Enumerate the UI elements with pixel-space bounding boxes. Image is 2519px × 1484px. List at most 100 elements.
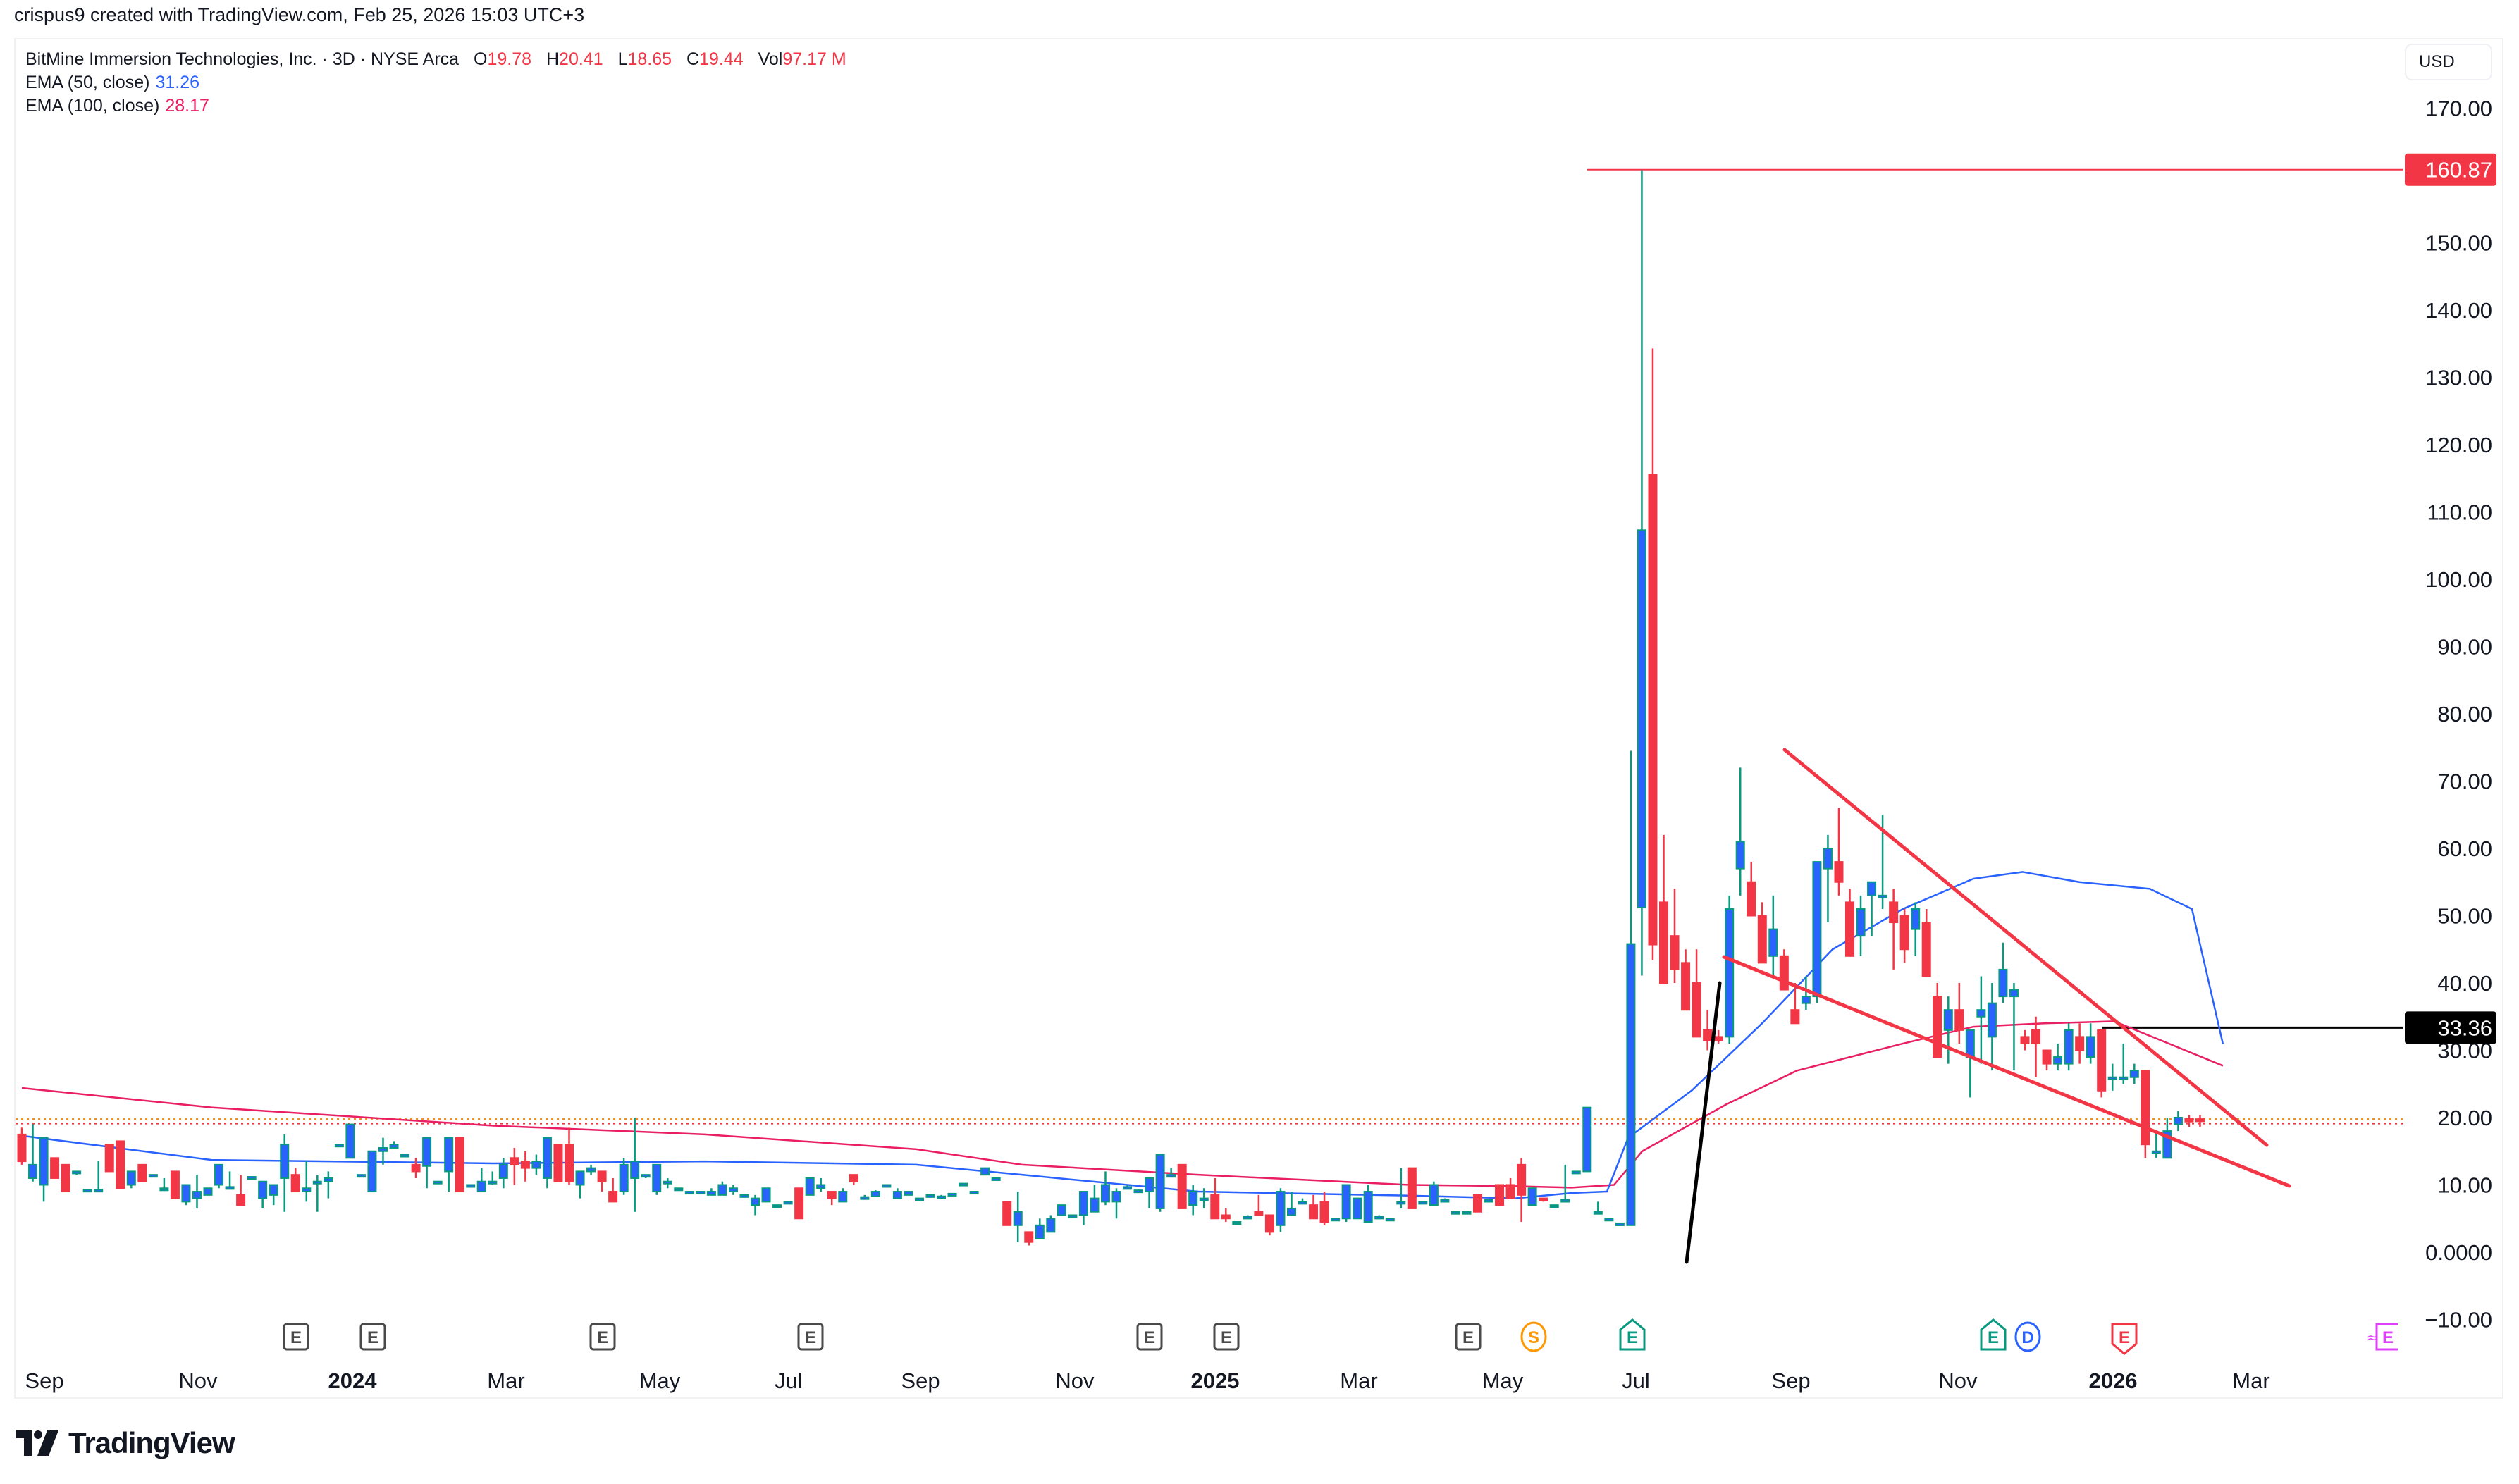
- candle-body: [488, 1180, 498, 1185]
- candle: [2053, 1043, 2063, 1071]
- currency-button[interactable]: USD: [2405, 44, 2492, 80]
- candle-body: [1549, 1204, 1559, 1208]
- candle: [794, 1187, 804, 1220]
- earnings-event-marker[interactable]: E≈: [2367, 1323, 2398, 1351]
- earnings-event-marker[interactable]: E: [1455, 1323, 1482, 1351]
- candle: [2009, 983, 2019, 1071]
- candle: [1319, 1192, 1329, 1225]
- candle: [203, 1187, 213, 1196]
- candle-body: [181, 1184, 191, 1203]
- candle-body: [1899, 915, 1909, 951]
- price-tick-label: 10.00: [2437, 1173, 2492, 1198]
- candle-body: [39, 1137, 49, 1186]
- earnings-event-marker[interactable]: E: [797, 1323, 824, 1351]
- ema100-value: 28.17: [165, 96, 209, 116]
- candle: [280, 1134, 290, 1212]
- candle-body: [959, 1182, 968, 1187]
- candle-body: [1648, 474, 1658, 946]
- event-marker-label: E: [290, 1328, 302, 1347]
- time-axis[interactable]: Sep Nov 2024 Mar May Jul Sep Nov 2025 Mar May Jul Se…: [25, 1368, 2269, 1393]
- candle: [1571, 1170, 1581, 1175]
- earnings-event-marker[interactable]: E: [1980, 1318, 2007, 1351]
- candle-body: [82, 1189, 92, 1193]
- price-tick-label: 100.00: [2425, 567, 2492, 592]
- price-tick-label: 130.00: [2425, 366, 2492, 390]
- candle: [116, 1140, 125, 1189]
- candle: [1845, 889, 1855, 957]
- candle-body: [904, 1191, 913, 1196]
- candle-body: [849, 1174, 858, 1182]
- candle: [94, 1161, 104, 1193]
- close-label: C: [686, 49, 700, 69]
- candle-body: [1046, 1218, 1056, 1233]
- candle-body: [1013, 1211, 1023, 1226]
- candle-body: [1078, 1191, 1088, 1216]
- candle-body: [61, 1163, 70, 1193]
- candle: [1713, 1029, 1723, 1044]
- time-tick-label: Jul: [775, 1368, 803, 1393]
- candle-body: [510, 1157, 519, 1165]
- candle-body: [772, 1204, 782, 1208]
- candle: [225, 1171, 235, 1190]
- candle: [1078, 1191, 1088, 1225]
- candle-body: [1254, 1211, 1264, 1216]
- candle: [586, 1164, 596, 1175]
- candle: [575, 1170, 585, 1199]
- candle-body: [2162, 1130, 2172, 1159]
- earnings-event-marker[interactable]: E: [1213, 1323, 1240, 1351]
- black-trendline: [1685, 981, 1722, 1264]
- tradingview-logo[interactable]: TradingView: [16, 1426, 235, 1459]
- candle: [488, 1171, 498, 1185]
- candle: [1090, 1185, 1100, 1213]
- candle-body: [1954, 1009, 1964, 1031]
- candle-body: [991, 1177, 1001, 1181]
- earnings-event-marker[interactable]: E: [359, 1323, 386, 1351]
- candle: [1747, 862, 1756, 917]
- candle: [1254, 1194, 1264, 1216]
- candle: [1911, 902, 1921, 956]
- candle: [630, 1118, 640, 1212]
- earnings-event-marker[interactable]: E: [283, 1323, 309, 1351]
- earnings-event-marker[interactable]: E: [1136, 1323, 1163, 1351]
- candle-body: [1965, 1029, 1975, 1058]
- candle-body: [236, 1194, 246, 1206]
- ema50-row[interactable]: EMA (50, close) 31.26: [25, 71, 846, 94]
- candle: [520, 1151, 530, 1182]
- candle-body: [225, 1186, 235, 1190]
- earnings-event-marker[interactable]: E: [1619, 1318, 1646, 1351]
- candle-body: [717, 1184, 727, 1196]
- candle-body: [1659, 901, 1668, 984]
- candle-body: [2031, 1029, 2041, 1044]
- candle: [1264, 1214, 1274, 1236]
- candle: [1593, 1201, 1603, 1215]
- chart-legend: BitMine Immersion Technologies, Inc. · 3…: [25, 48, 846, 118]
- earnings-event-marker[interactable]: E: [2111, 1323, 2138, 1355]
- candle: [400, 1154, 410, 1158]
- candle-body: [104, 1144, 114, 1173]
- trendline-drawings[interactable]: [1685, 748, 2291, 1264]
- candle: [2195, 1115, 2205, 1127]
- earnings-icon: [1455, 1323, 1482, 1351]
- earnings-icon: [797, 1323, 824, 1351]
- symbol-title[interactable]: BitMine Immersion Technologies, Inc. · 3…: [25, 49, 460, 69]
- candle: [1100, 1171, 1110, 1206]
- ema100-row[interactable]: EMA (100, close) 28.17: [25, 94, 846, 118]
- event-markers[interactable]: E E E E E E E S E E D E E≈: [283, 1318, 2398, 1355]
- candle: [860, 1194, 870, 1200]
- candle: [1451, 1211, 1460, 1215]
- candle: [947, 1192, 957, 1197]
- candle-body: [1319, 1201, 1329, 1223]
- candle: [1374, 1215, 1384, 1220]
- earnings-event-marker[interactable]: E: [589, 1323, 616, 1351]
- candle: [345, 1123, 355, 1159]
- price-axis[interactable]: 170.00160.00150.00140.00130.00120.00110.…: [2405, 97, 2496, 1332]
- time-tick-label: Sep: [1771, 1368, 1810, 1393]
- dividend-event-marker[interactable]: D: [2014, 1321, 2041, 1352]
- dividend-icon: [2014, 1321, 2041, 1352]
- symbol-row: BitMine Immersion Technologies, Inc. · 3…: [25, 48, 846, 71]
- split-event-marker[interactable]: S: [1520, 1321, 1547, 1352]
- candle-body: [389, 1144, 399, 1149]
- candle: [82, 1189, 92, 1193]
- candle: [652, 1163, 662, 1195]
